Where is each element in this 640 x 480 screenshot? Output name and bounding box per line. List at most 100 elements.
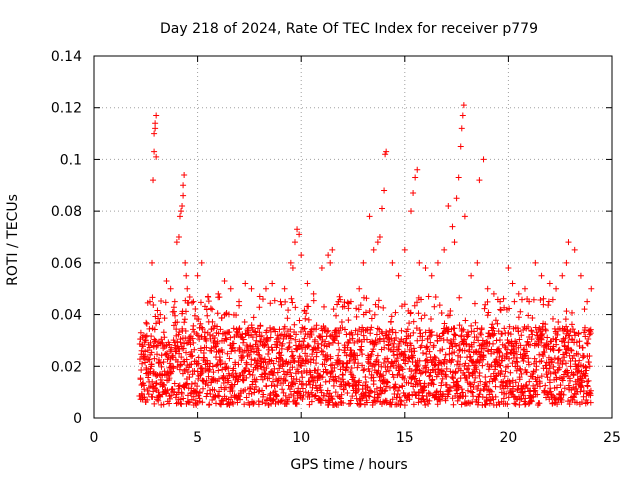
y-tick-label: 0.1 bbox=[60, 152, 82, 168]
baseline-point bbox=[168, 346, 175, 353]
data-point bbox=[453, 195, 460, 202]
baseline-point bbox=[296, 378, 303, 385]
baseline-point bbox=[215, 367, 222, 374]
data-point bbox=[460, 102, 467, 109]
baseline-point bbox=[307, 381, 314, 388]
baseline-point bbox=[579, 344, 586, 351]
baseline-point bbox=[145, 372, 152, 379]
baseline-point bbox=[477, 378, 484, 385]
baseline-point bbox=[582, 364, 589, 371]
data-point bbox=[262, 285, 269, 292]
baseline-point bbox=[174, 358, 181, 365]
baseline-point bbox=[286, 343, 293, 350]
baseline-point bbox=[248, 361, 255, 368]
data-point bbox=[152, 120, 159, 127]
baseline-point bbox=[248, 356, 255, 363]
baseline-point bbox=[396, 363, 403, 370]
baseline-point bbox=[575, 331, 582, 338]
chart-title: Day 218 of 2024, Rate Of TEC Index for r… bbox=[160, 21, 538, 37]
baseline-point bbox=[330, 376, 337, 383]
baseline-point bbox=[172, 394, 179, 401]
baseline-point bbox=[431, 353, 438, 360]
baseline-point bbox=[336, 293, 343, 300]
baseline-point bbox=[263, 365, 270, 372]
baseline-point bbox=[502, 368, 509, 375]
baseline-point bbox=[467, 353, 474, 360]
baseline-point bbox=[222, 335, 229, 342]
baseline-point bbox=[497, 307, 504, 314]
baseline-point bbox=[538, 373, 545, 380]
baseline-point bbox=[565, 332, 572, 339]
baseline-point bbox=[568, 347, 575, 354]
baseline-point bbox=[341, 326, 348, 333]
baseline-point bbox=[354, 352, 361, 359]
baseline-point bbox=[528, 328, 535, 335]
baseline-point bbox=[146, 344, 153, 351]
baseline-point bbox=[504, 383, 511, 390]
baseline-point bbox=[216, 294, 223, 301]
baseline-point bbox=[183, 349, 190, 356]
baseline-point bbox=[197, 299, 204, 306]
baseline-point bbox=[241, 318, 248, 325]
baseline-point bbox=[195, 392, 202, 399]
data-point bbox=[149, 259, 156, 266]
baseline-point bbox=[548, 391, 555, 398]
data-point bbox=[484, 285, 491, 292]
baseline-point bbox=[540, 295, 547, 302]
baseline-point bbox=[332, 389, 339, 396]
baseline-point bbox=[198, 324, 205, 331]
baseline-point bbox=[504, 336, 511, 343]
baseline-point bbox=[421, 312, 428, 319]
baseline-point bbox=[520, 346, 527, 353]
baseline-point bbox=[226, 329, 233, 336]
data-point bbox=[325, 252, 332, 259]
baseline-point bbox=[419, 333, 426, 340]
data-point bbox=[142, 337, 149, 344]
y-tick-label: 0.04 bbox=[51, 308, 82, 324]
baseline-point bbox=[500, 295, 507, 302]
baseline-point bbox=[286, 394, 293, 401]
baseline-point bbox=[439, 346, 446, 353]
baseline-point bbox=[223, 336, 230, 343]
baseline-point bbox=[256, 329, 263, 336]
tick-layer: 0 5 10 15 20 25 0 0.02 0.04 0.06 0.08 0.1 0.12 0.14 bbox=[51, 49, 621, 446]
baseline-point bbox=[426, 397, 433, 404]
data-point bbox=[209, 306, 216, 313]
baseline-point bbox=[195, 316, 202, 323]
y-tick-label: 0.02 bbox=[51, 359, 82, 375]
baseline-point bbox=[561, 342, 568, 349]
baseline-point bbox=[343, 331, 350, 338]
baseline-point bbox=[184, 369, 191, 376]
baseline-point bbox=[292, 304, 299, 311]
baseline-point bbox=[181, 319, 188, 326]
data-point bbox=[347, 298, 354, 305]
data-point bbox=[379, 205, 386, 212]
baseline-point bbox=[197, 320, 204, 327]
baseline-point bbox=[484, 312, 491, 319]
baseline-point bbox=[396, 394, 403, 401]
baseline-point bbox=[464, 387, 471, 394]
baseline-point bbox=[276, 339, 283, 346]
baseline-point bbox=[359, 362, 366, 369]
baseline-point bbox=[176, 350, 183, 357]
data-point bbox=[153, 153, 160, 160]
baseline-point bbox=[247, 349, 254, 356]
baseline-point bbox=[462, 317, 469, 324]
data-point bbox=[476, 177, 483, 184]
baseline-point bbox=[225, 365, 232, 372]
baseline-point bbox=[271, 297, 278, 304]
baseline-point bbox=[160, 401, 167, 408]
baseline-point bbox=[405, 392, 412, 399]
baseline-point bbox=[284, 398, 291, 405]
baseline-point bbox=[469, 389, 476, 396]
data-point bbox=[335, 298, 342, 305]
baseline-point bbox=[270, 360, 277, 367]
baseline-point bbox=[525, 361, 532, 368]
baseline-point bbox=[138, 366, 145, 373]
baseline-point bbox=[276, 365, 283, 372]
baseline-point bbox=[421, 387, 428, 394]
baseline-point bbox=[389, 371, 396, 378]
baseline-point bbox=[269, 347, 276, 354]
baseline-point bbox=[565, 339, 572, 346]
baseline-point bbox=[207, 360, 214, 367]
